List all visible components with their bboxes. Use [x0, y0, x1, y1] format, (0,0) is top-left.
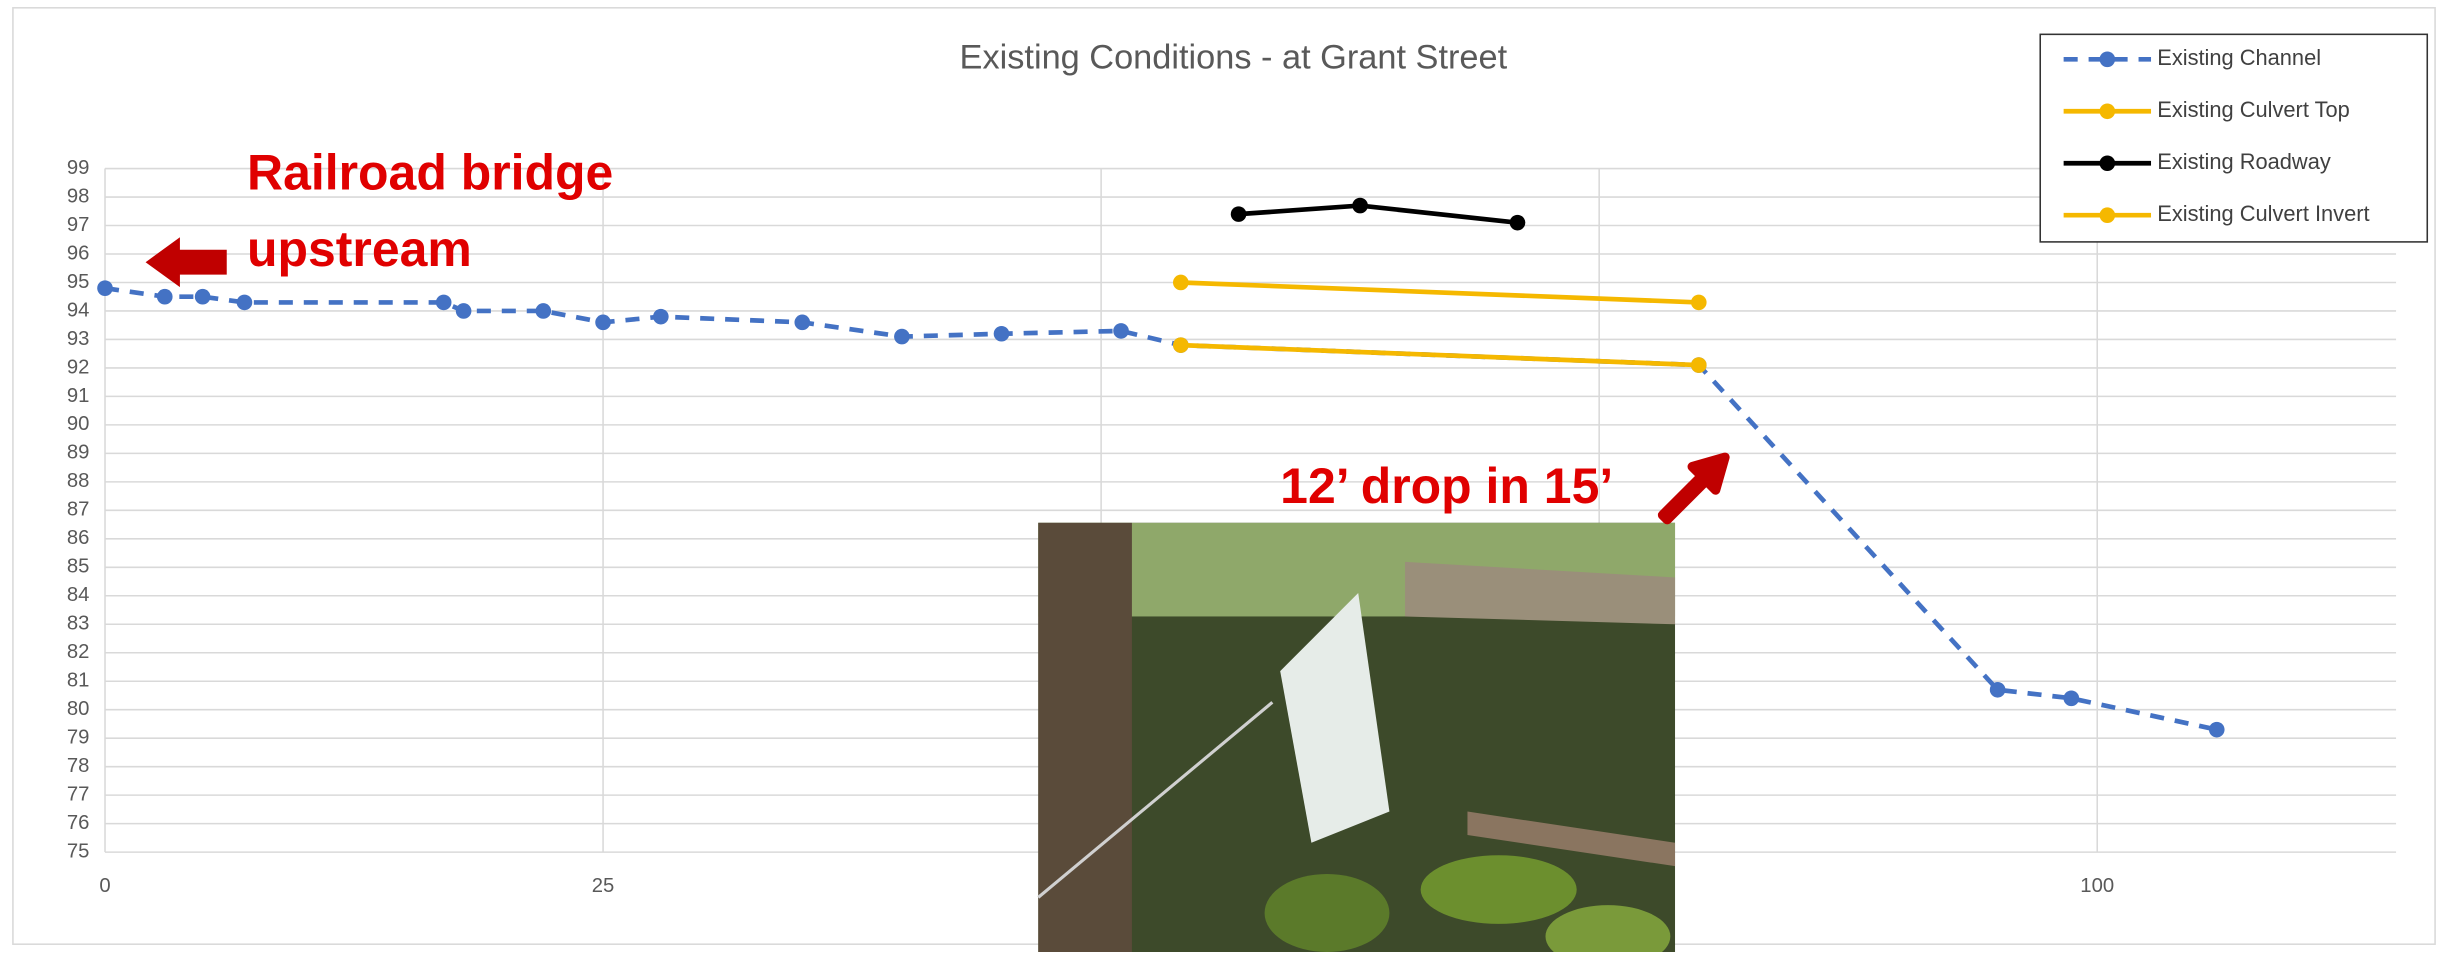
point	[97, 280, 113, 296]
y-tick-label: 87	[67, 499, 90, 521]
point	[436, 295, 452, 311]
y-tick-label: 81	[67, 670, 90, 692]
y-tick-label: 86	[67, 527, 90, 549]
y-tick-label: 83	[67, 613, 90, 635]
y-tick-label: 92	[67, 356, 90, 378]
y-tick-label: 79	[67, 727, 90, 749]
y-tick-label: 77	[67, 784, 90, 806]
annotation: 12’ drop in 15’	[1280, 458, 1613, 514]
point	[894, 329, 910, 345]
y-tick-label: 75	[67, 840, 90, 862]
photo	[1038, 523, 1675, 952]
page: {"chart_data": {"type": "line", "title":…	[0, 0, 2448, 957]
chart: Existing Conditions - at Grant Street 75…	[0, 0, 2448, 952]
legend-marker	[2100, 103, 2116, 119]
point	[157, 289, 173, 305]
point	[237, 295, 253, 311]
y-tick-label: 96	[67, 242, 90, 264]
legend-marker	[2100, 207, 2116, 223]
y-tick-label: 90	[67, 413, 90, 435]
y-tick-label: 78	[67, 755, 90, 777]
y-tick-label: 99	[67, 157, 90, 179]
legend-label: Existing Culvert Invert	[2157, 201, 2369, 226]
point	[653, 309, 669, 325]
legend-marker	[2100, 155, 2116, 171]
x-tick-label: 0	[99, 875, 110, 897]
y-tick-label: 85	[67, 556, 90, 578]
y-tick-label: 80	[67, 698, 90, 720]
y-tick-label: 94	[67, 299, 90, 321]
legend-label: Existing Channel	[2157, 45, 2321, 70]
point	[535, 303, 551, 319]
y-tick-label: 93	[67, 328, 90, 350]
annotation: upstream	[247, 221, 472, 277]
point	[2064, 691, 2080, 707]
point	[2209, 722, 2225, 738]
y-tick-label: 88	[67, 470, 90, 492]
legend-label: Existing Culvert Top	[2157, 97, 2350, 122]
y-tick-label: 97	[67, 214, 90, 236]
y-tick-label: 76	[67, 812, 90, 834]
legend-label: Existing Roadway	[2157, 149, 2331, 174]
annotation: Railroad bridge	[247, 145, 613, 201]
point	[1352, 198, 1368, 214]
photo-rock	[1265, 874, 1390, 952]
x-tick-label: 25	[592, 875, 615, 897]
point	[794, 315, 810, 331]
chart-title: Existing Conditions - at Grant Street	[960, 38, 1508, 76]
y-tick-label: 89	[67, 442, 90, 464]
y-tick-label: 91	[67, 385, 90, 407]
point	[456, 303, 472, 319]
legend-marker	[2100, 52, 2116, 68]
y-tick-label: 95	[67, 271, 90, 293]
point	[1173, 337, 1189, 353]
point	[595, 315, 611, 331]
y-tick-label: 84	[67, 584, 90, 606]
point	[1691, 295, 1707, 311]
y-tick-label: 82	[67, 641, 90, 663]
x-tick-label: 100	[2080, 875, 2114, 897]
point	[994, 326, 1010, 342]
point	[1173, 275, 1189, 291]
point	[1113, 323, 1129, 339]
point	[195, 289, 211, 305]
photo-rock	[1421, 855, 1577, 924]
point	[1231, 206, 1247, 222]
y-tick-label: 98	[67, 185, 90, 207]
point	[1691, 357, 1707, 373]
point	[1510, 215, 1526, 231]
point	[1990, 682, 2006, 698]
